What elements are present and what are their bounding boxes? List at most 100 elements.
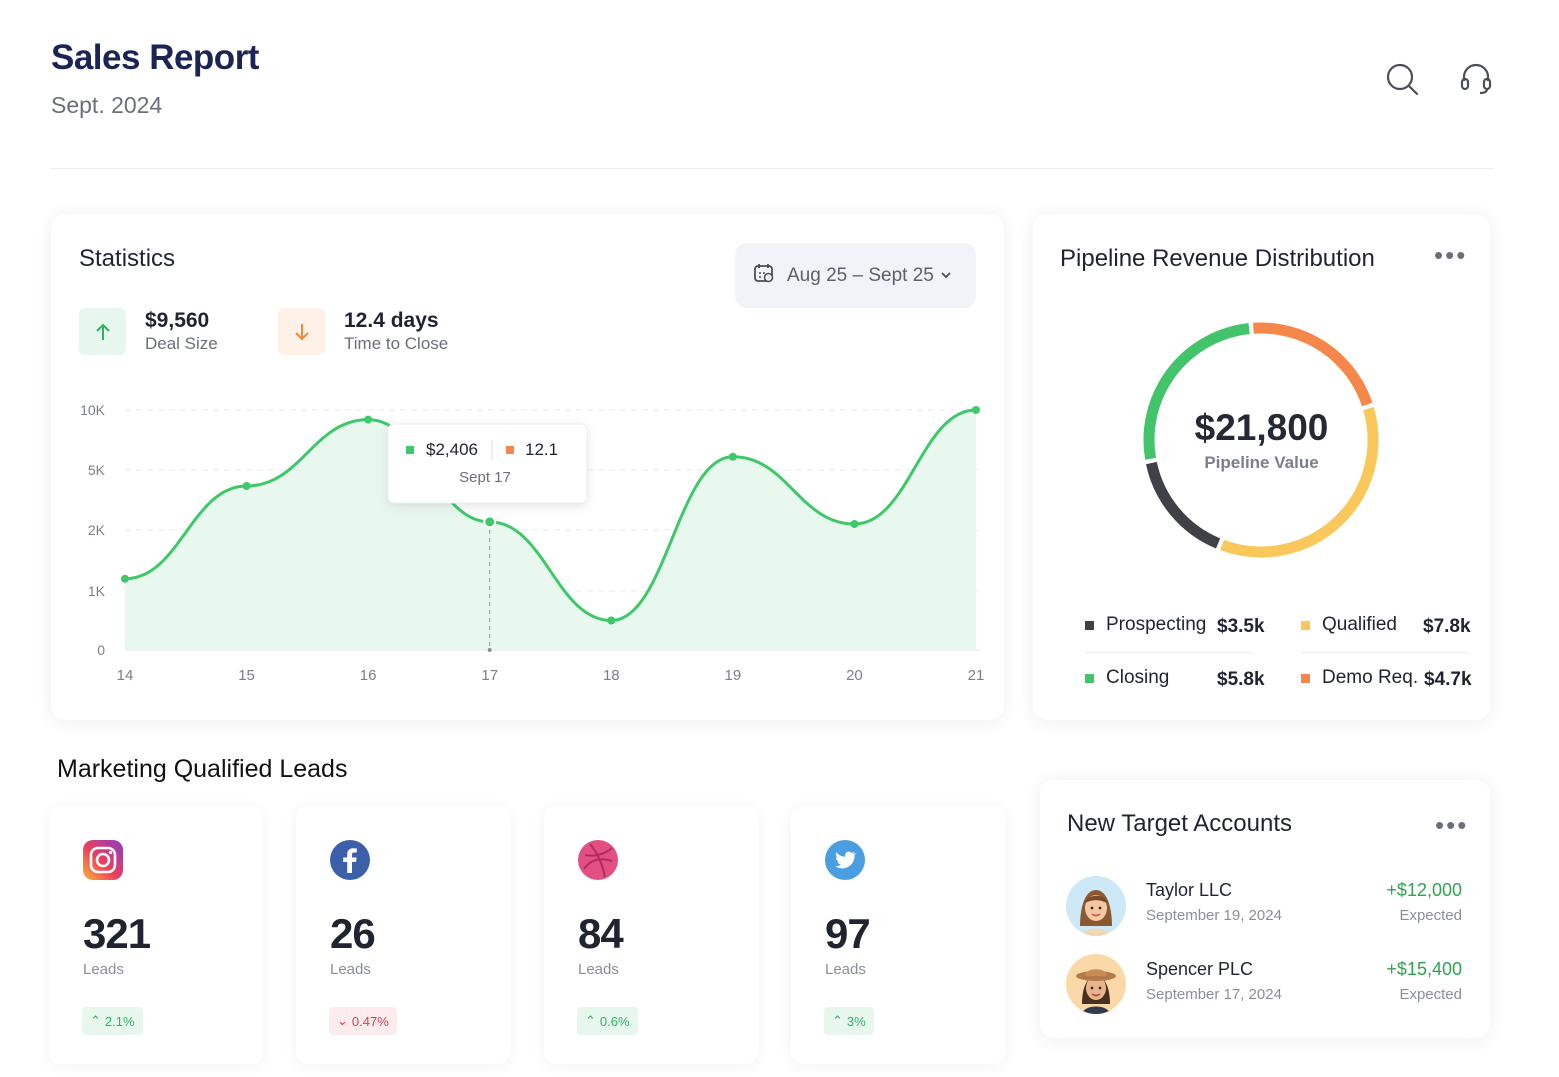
calendar-icon	[753, 262, 775, 290]
donut-segment-demo-req[interactable]	[1253, 322, 1373, 407]
chart-data-point[interactable]	[242, 482, 251, 490]
chart-series-line	[124, 408, 977, 623]
account-date: September 17, 2024	[1146, 986, 1282, 1003]
pipeline-donut-chart	[1143, 322, 1379, 558]
lead-change-badge: ⌃ 2.1%	[82, 1007, 143, 1035]
chart-y-tick-label: 0	[97, 642, 105, 658]
chevron-down-icon	[940, 265, 952, 287]
tooltip-date: Sept 17	[459, 469, 511, 486]
headset-icon[interactable]	[1457, 60, 1495, 98]
deal-size-label: Deal Size	[145, 334, 218, 353]
chart-data-point[interactable]	[483, 515, 497, 529]
statistics-title: Statistics	[79, 245, 176, 272]
donut-segment-qualified[interactable]	[1220, 407, 1379, 558]
legend-swatch	[1085, 620, 1094, 630]
facebook-icon	[329, 839, 371, 881]
lead-card-facebook[interactable]: 26 Leads ⌄ 0.47%	[296, 806, 510, 1064]
lead-change-value: 2.1%	[104, 1013, 135, 1029]
date-range-picker[interactable]: Aug 25 – Sept 25	[735, 243, 976, 308]
date-range-label: Aug 25 – Sept 25	[787, 264, 934, 286]
chart-data-point[interactable]	[972, 406, 980, 414]
chart-data-point[interactable]	[850, 520, 859, 528]
lead-change-badge: ⌃ 3%	[824, 1007, 874, 1035]
pipeline-total-label: Pipeline Value	[1204, 453, 1319, 472]
chevron-up-icon: ⌃	[832, 1013, 843, 1028]
donut-segment-closing[interactable]	[1143, 323, 1250, 460]
chart-x-tick-label: 20	[846, 667, 863, 684]
target-accounts-card: New Target Accounts ••• Taylor LLC Septe…	[1040, 780, 1490, 1038]
header-divider	[51, 168, 1493, 169]
account-status: Expected	[1399, 986, 1462, 1003]
leads-section-title: Marketing Qualified Leads	[57, 755, 348, 783]
chart-x-tick-label: 21	[968, 667, 985, 684]
chart-x-tick-label: 18	[603, 667, 620, 684]
chevron-up-icon: ⌃	[585, 1013, 596, 1028]
search-icon[interactable]	[1383, 60, 1421, 98]
statistics-card: Statistics Aug 25 – Sept 25 $9,560 Deal …	[51, 214, 1004, 720]
account-status: Expected	[1399, 907, 1462, 924]
lead-change-value: 0.47%	[351, 1013, 389, 1029]
account-name: Taylor LLC	[1146, 880, 1233, 900]
legend-demo-req: Demo Req.	[1301, 667, 1418, 689]
pipeline-card: Pipeline Revenue Distribution ••• $21,80…	[1033, 214, 1490, 720]
instagram-icon	[82, 839, 124, 881]
pipeline-total-value: $21,800	[1194, 407, 1329, 448]
legend-value: $3.5k	[1217, 616, 1265, 637]
legend-label: Closing	[1106, 667, 1170, 688]
avatar[interactable]	[1066, 876, 1126, 936]
legend-divider	[1301, 652, 1469, 653]
donut-segment-prospecting[interactable]	[1146, 461, 1221, 549]
legend-label: Prospecting	[1106, 614, 1207, 635]
lead-count: 321	[83, 910, 151, 957]
dribbble-icon	[577, 839, 619, 881]
chart-guide-anchor	[487, 648, 492, 652]
tooltip-value: $2,406	[426, 440, 478, 459]
page-title: Sales Report	[51, 38, 259, 77]
chart-data-point[interactable]	[364, 415, 373, 424]
arrow-down-icon	[278, 308, 325, 355]
chart-x-tick-label: 17	[481, 667, 498, 684]
lead-label: Leads	[83, 961, 124, 978]
account-amount: +$15,400	[1386, 959, 1462, 979]
lead-change-value: 0.6%	[599, 1013, 630, 1029]
chart-y-tick-label: 1K	[88, 583, 106, 599]
chart-data-point[interactable]	[121, 574, 129, 583]
lead-card-instagram[interactable]: 321 Leads ⌃ 2.1%	[49, 806, 263, 1064]
legend-swatch	[1301, 620, 1310, 630]
target-accounts-title: New Target Accounts	[1067, 810, 1293, 837]
legend-swatch	[1085, 673, 1094, 683]
statistics-line-chart: 14 15 16 17 18 19 20 21 0 1K 2K 5K 10K $2,406 12.1 …	[80, 402, 985, 684]
tooltip-series-swatch	[406, 446, 414, 454]
lead-count: 97	[825, 910, 871, 957]
legend-swatch	[1301, 673, 1310, 683]
lead-card-twitter[interactable]: 97 Leads ⌃ 3%	[791, 806, 1005, 1064]
legend-value: $5.8k	[1217, 669, 1265, 690]
chart-data-point[interactable]	[728, 452, 737, 461]
chart-area-fill	[125, 410, 976, 650]
legend-prospecting: Prospecting	[1085, 614, 1206, 636]
legend-divider	[1085, 652, 1253, 653]
chart-x-tick-label: 16	[360, 667, 377, 684]
lead-card-dribbble[interactable]: 84 Leads ⌃ 0.6%	[544, 806, 758, 1064]
account-amount: +$12,000	[1386, 880, 1462, 900]
arrow-up-icon	[79, 308, 126, 355]
chart-x-tick-label: 19	[725, 667, 742, 684]
legend-value: $4.7k	[1424, 669, 1472, 690]
more-options-icon[interactable]: •••	[1435, 810, 1469, 840]
lead-label: Leads	[330, 961, 371, 978]
legend-value: $7.8k	[1423, 616, 1471, 637]
avatar[interactable]	[1066, 954, 1126, 1014]
chart-data-point[interactable]	[607, 616, 616, 625]
twitter-icon	[824, 839, 866, 881]
chevron-up-icon: ⌃	[90, 1013, 101, 1028]
chart-x-tick-label: 14	[117, 667, 134, 684]
legend-label: Qualified	[1322, 614, 1397, 635]
time-to-close-label: Time to Close	[344, 334, 449, 353]
deal-size-value: $9,560	[145, 309, 210, 332]
pipeline-title: Pipeline Revenue Distribution	[1060, 245, 1375, 272]
account-name: Spencer PLC	[1146, 959, 1254, 979]
chevron-down-icon: ⌄	[337, 1013, 348, 1028]
chart-y-tick-label: 2K	[88, 522, 106, 538]
tooltip-secondary-value: 12.1	[525, 440, 558, 459]
legend-closing: Closing	[1085, 667, 1169, 689]
